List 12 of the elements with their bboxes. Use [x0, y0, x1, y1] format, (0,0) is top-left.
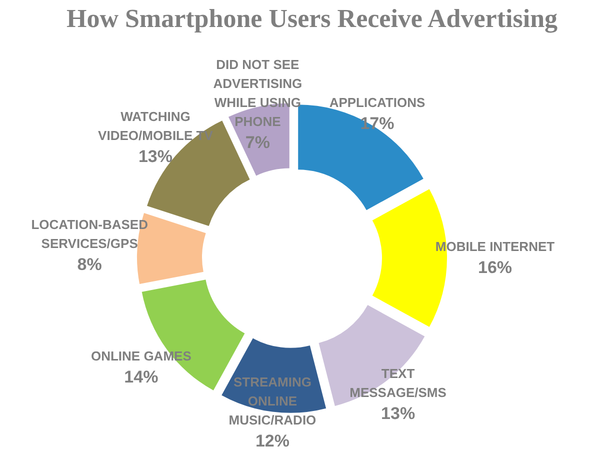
- data-label: 13%: [138, 147, 172, 166]
- slice-label: STREAMING ONLINE MUSIC/RADIO: [228, 374, 316, 428]
- data-label: 8%: [77, 254, 102, 274]
- data-label: 13%: [381, 404, 416, 424]
- chart-title: How Smartphone Users Receive Advertising: [65, 4, 559, 34]
- data-label: 7%: [245, 133, 270, 152]
- data-label: 12%: [255, 432, 290, 451]
- slice-label: WATCHING VIDEO/MOBILE TV: [98, 109, 214, 144]
- data-label: 14%: [124, 368, 158, 387]
- data-label: 16%: [478, 258, 512, 277]
- slice-label: TEXT MESSAGE/SMS: [350, 366, 447, 400]
- slice-label: APPLICATIONS: [329, 94, 426, 110]
